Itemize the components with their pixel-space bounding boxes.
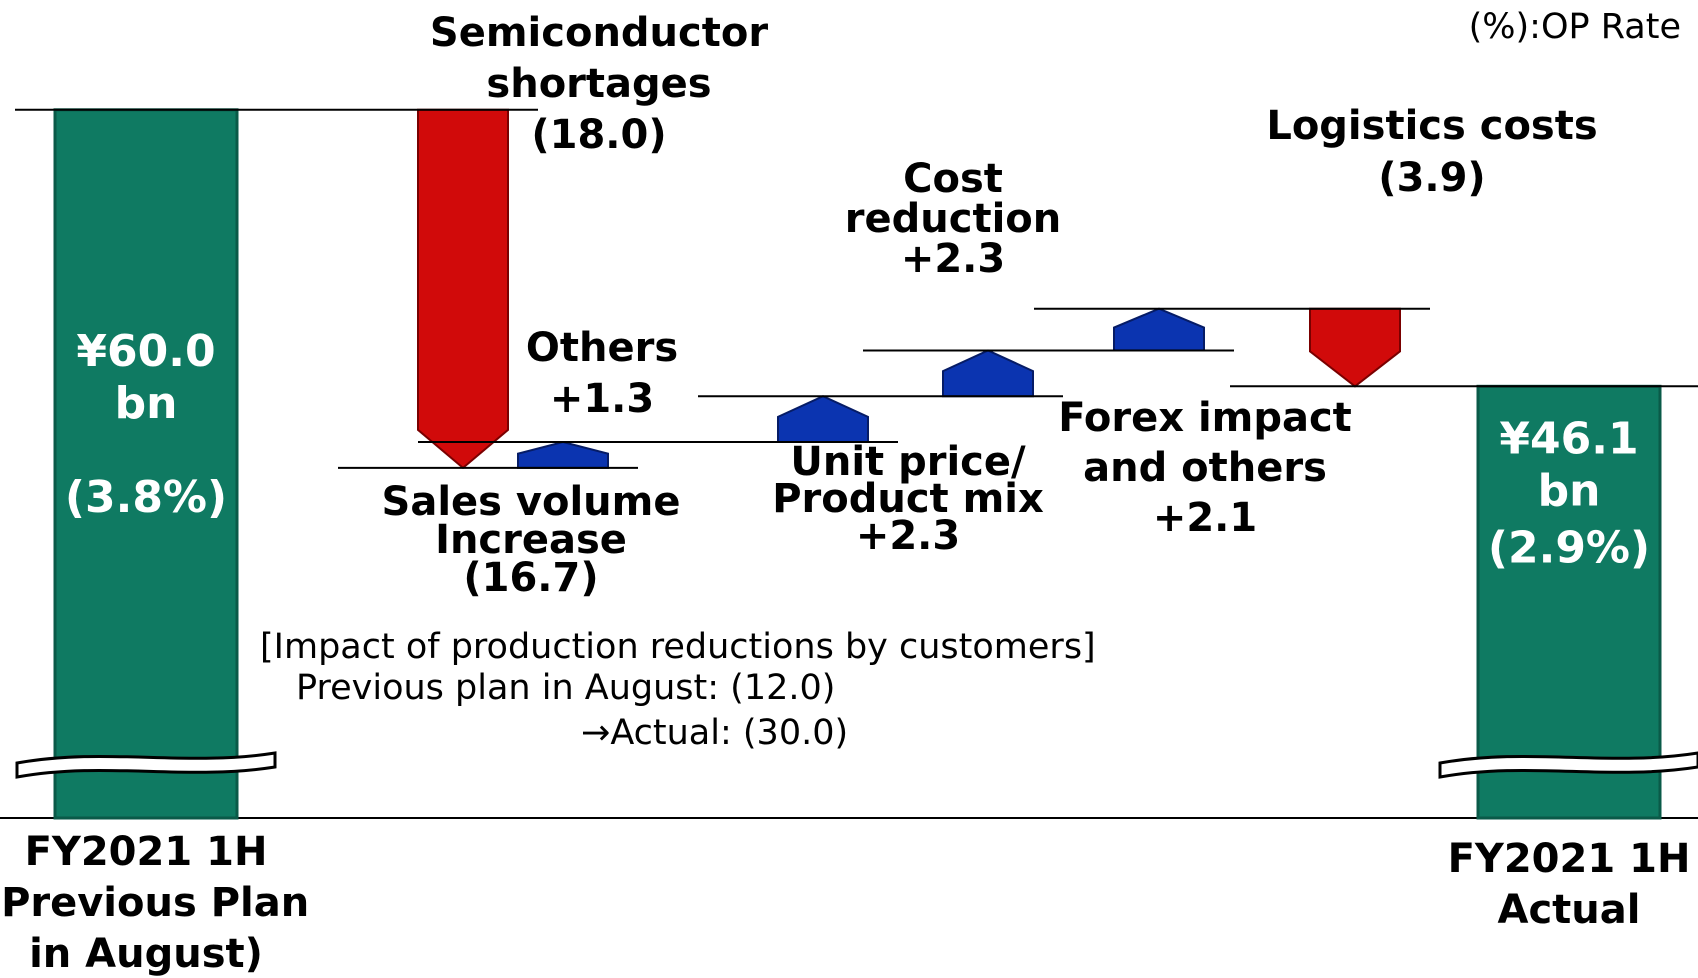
step-label: Semiconductor shortages [430, 10, 768, 107]
group-label: Sales volume Increase [382, 479, 681, 563]
step-label: Others [526, 325, 678, 371]
note-line: Previous plan in August: (12.0) [296, 668, 835, 708]
op-rate-label: (2.9%) [1488, 522, 1650, 573]
total-label: ¥46.1 bn [1499, 413, 1638, 516]
note-line: [Impact of production reductions by cust… [260, 627, 1096, 667]
total-bar [53, 108, 239, 820]
axis-break [15, 751, 277, 779]
x-tick-label: FY2021 1H Actual [1448, 836, 1691, 933]
increase-bar [942, 349, 1034, 398]
total-bar [1476, 384, 1662, 820]
increase-bar [1113, 307, 1205, 352]
decrease-bar [1309, 307, 1401, 388]
x-tick-label: FY2021 1H (Previous Plan in August) [0, 829, 309, 977]
step-label: Forex impact and others [1058, 395, 1352, 491]
step-label: Logistics costs [1266, 103, 1597, 149]
group-value-label: (16.7) [463, 555, 598, 601]
step-label: Cost reduction [845, 156, 1061, 242]
value-label: +2.3 [856, 513, 960, 559]
total-label: ¥60.0 bn [76, 326, 215, 429]
value-label: (18.0) [531, 112, 666, 158]
value-label: (3.9) [1378, 155, 1485, 201]
increase-bar [517, 440, 609, 469]
value-label: +1.3 [550, 376, 654, 422]
decrease-bar [417, 108, 509, 470]
step-label: Unit price/Product mix [772, 439, 1044, 522]
note-line: →Actual: (30.0) [581, 713, 848, 753]
op-rate-label: (3.8%) [65, 472, 227, 523]
value-label: +2.1 [1153, 495, 1257, 541]
increase-bar [777, 395, 869, 444]
value-label: +2.3 [901, 236, 1005, 282]
legend-note: (%):OP Rate [1469, 7, 1681, 47]
axis-break [1438, 751, 1698, 779]
